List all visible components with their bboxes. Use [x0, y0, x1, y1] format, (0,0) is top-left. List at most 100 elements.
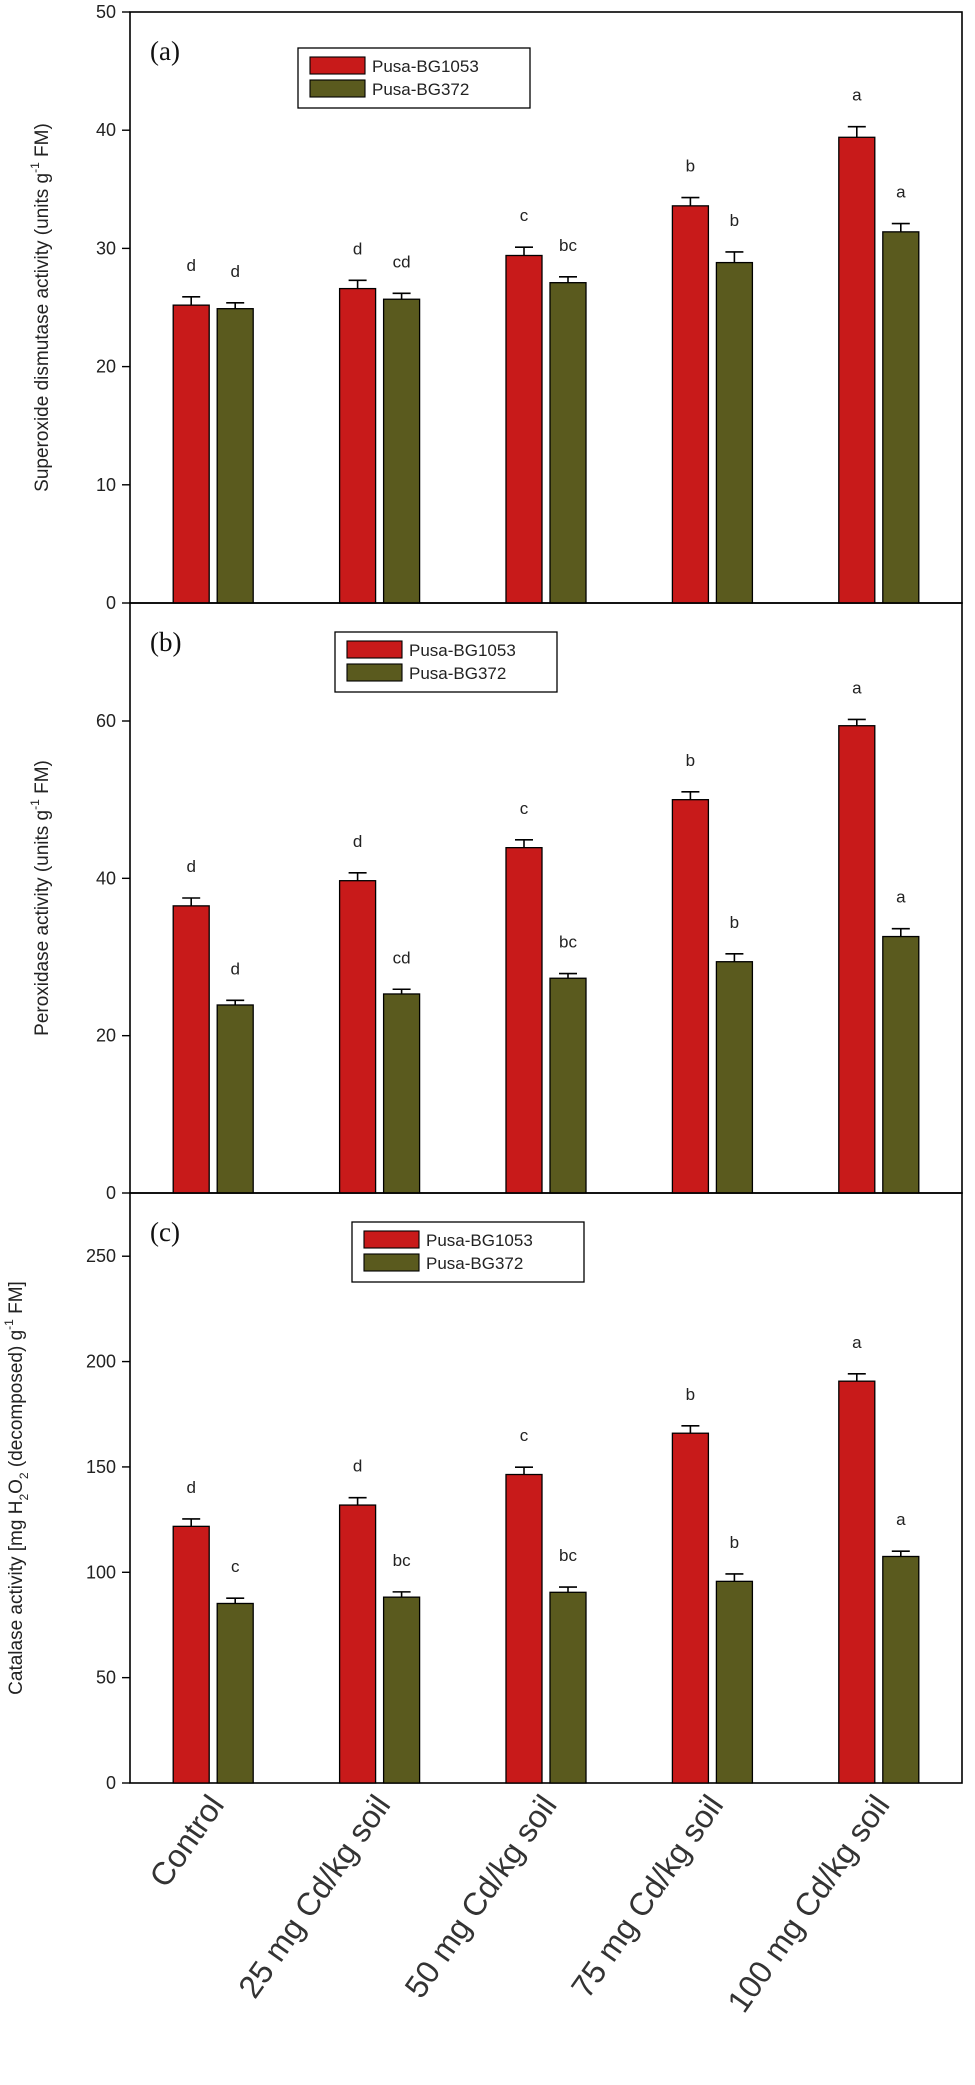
- significance-letter: a: [852, 86, 862, 105]
- bar-pusa-bg372: [549, 282, 587, 604]
- bar-pusa-bg372: [216, 1602, 254, 1784]
- bar-pusa-bg1053: [838, 136, 876, 604]
- bar-pusa-bg1053: [172, 304, 210, 604]
- significance-letter: b: [730, 913, 739, 932]
- significance-letter: b: [730, 1533, 739, 1552]
- bar-pusa-bg372: [715, 961, 754, 1194]
- bar-pusa-bg372: [382, 1596, 421, 1784]
- y-tick-label: 10: [96, 475, 116, 495]
- bar-pusa-bg372: [382, 298, 421, 604]
- bar-pusa-bg372: [216, 308, 254, 604]
- significance-letter: a: [896, 183, 906, 202]
- bar-pusa-bg372: [882, 1555, 920, 1784]
- panel-a: 0 10 20 30 40 50 Superoxide dismutase activity…: [28, 2, 963, 613]
- panel-label: (a): [150, 36, 180, 66]
- legend-swatch-pusa-bg1053: [346, 640, 403, 659]
- bar-pusa-bg1053: [505, 1473, 543, 1784]
- significance-letter: d: [353, 1457, 362, 1476]
- significance-letter: d: [353, 239, 362, 258]
- category-label: 25 mg Cd/kg soil: [231, 1788, 397, 2004]
- legend-swatch-pusa-bg1053: [363, 1230, 420, 1249]
- significance-letter: bc: [393, 1551, 411, 1570]
- category-label: 100 mg Cd/kg soil: [720, 1788, 896, 2018]
- bar-pusa-bg1053: [338, 1504, 377, 1784]
- y-axis-title: Superoxide dismutase activity (units g-1…: [28, 123, 53, 492]
- significance-letter: d: [230, 262, 239, 281]
- significance-letter: c: [231, 1557, 240, 1576]
- significance-letter: c: [520, 1426, 529, 1445]
- legend-swatch-pusa-bg372: [346, 663, 403, 682]
- plot-frame: [129, 1192, 963, 1784]
- significance-letter: a: [896, 1510, 906, 1529]
- category-label: 75 mg Cd/kg soil: [564, 1788, 730, 2004]
- bar-pusa-bg1053: [505, 254, 543, 604]
- panel-label: (b): [150, 627, 181, 657]
- category-label: 50 mg Cd/kg soil: [398, 1788, 564, 2004]
- y-tick-label: 0: [106, 1183, 116, 1203]
- y-tick-label: 0: [106, 593, 116, 613]
- panel-label: (c): [150, 1217, 180, 1247]
- significance-letter: cd: [393, 252, 411, 271]
- legend-label: Pusa-BG1053: [426, 1231, 533, 1250]
- y-tick-label: 100: [86, 1562, 116, 1582]
- plot-frame: [129, 11, 963, 604]
- bar-pusa-bg1053: [671, 205, 710, 604]
- significance-letter: c: [520, 799, 529, 818]
- y-tick-label: 250: [86, 1246, 116, 1266]
- panel-b: 0 20 40 60 Peroxidase activity (units g-1 FM…: [28, 602, 963, 1203]
- bar-pusa-bg1053: [671, 1432, 710, 1784]
- legend-label: Pusa-BG372: [426, 1254, 523, 1273]
- y-tick-label: 20: [96, 1026, 116, 1046]
- legend-label: Pusa-BG1053: [409, 641, 516, 660]
- significance-letter: b: [686, 1385, 695, 1404]
- significance-letter: b: [730, 211, 739, 230]
- bar-pusa-bg372: [882, 935, 920, 1194]
- legend-label: Pusa-BG1053: [372, 57, 479, 76]
- legend-swatch-pusa-bg372: [309, 79, 366, 98]
- y-axis-title: Peroxidase activity (units g-1 FM): [28, 760, 53, 1036]
- significance-letter: d: [230, 959, 239, 978]
- bar-pusa-bg1053: [838, 725, 876, 1194]
- y-tick-label: 60: [96, 711, 116, 731]
- significance-letter: b: [686, 751, 695, 770]
- bar-pusa-bg1053: [505, 847, 543, 1194]
- bar-pusa-bg1053: [338, 880, 377, 1194]
- significance-letter: bc: [559, 1546, 577, 1565]
- y-tick-label: 0: [106, 1773, 116, 1793]
- bar-pusa-bg1053: [172, 905, 210, 1194]
- bar-pusa-bg372: [715, 1580, 754, 1784]
- bar-pusa-bg372: [549, 1591, 587, 1784]
- significance-letter: b: [686, 157, 695, 176]
- y-axis-title: Catalase activity [mg H2O2 (decomposed) …: [2, 1281, 31, 1695]
- significance-letter: bc: [559, 933, 577, 952]
- legend-swatch-pusa-bg372: [363, 1253, 420, 1272]
- bar-pusa-bg1053: [338, 287, 377, 604]
- y-tick-label: 30: [96, 238, 116, 258]
- y-tick-label: 150: [86, 1457, 116, 1477]
- y-tick-label: 40: [96, 868, 116, 888]
- y-tick-label: 20: [96, 357, 116, 377]
- significance-letter: d: [186, 857, 195, 876]
- significance-letter: a: [896, 888, 906, 907]
- y-tick-label: 50: [96, 2, 116, 22]
- significance-letter: cd: [393, 948, 411, 967]
- bar-pusa-bg372: [715, 261, 754, 604]
- panel-c: 0 50 100 150 200 250 Catalase activity [mg H2O…: [2, 1192, 963, 1793]
- significance-letter: d: [186, 256, 195, 275]
- significance-letter: a: [852, 678, 862, 697]
- bar-pusa-bg372: [882, 231, 920, 604]
- category-label: Control: [142, 1788, 231, 1893]
- legend-label: Pusa-BG372: [409, 664, 506, 683]
- significance-letter: c: [520, 206, 529, 225]
- legend-label: Pusa-BG372: [372, 80, 469, 99]
- bar-pusa-bg372: [549, 977, 587, 1194]
- bar-pusa-bg1053: [172, 1525, 210, 1784]
- bar-pusa-bg372: [382, 993, 421, 1194]
- bar-pusa-bg372: [216, 1004, 254, 1194]
- significance-letter: d: [353, 832, 362, 851]
- bar-pusa-bg1053: [838, 1380, 876, 1784]
- y-tick-label: 50: [96, 1668, 116, 1688]
- bar-pusa-bg1053: [671, 799, 710, 1194]
- significance-letter: d: [186, 1478, 195, 1497]
